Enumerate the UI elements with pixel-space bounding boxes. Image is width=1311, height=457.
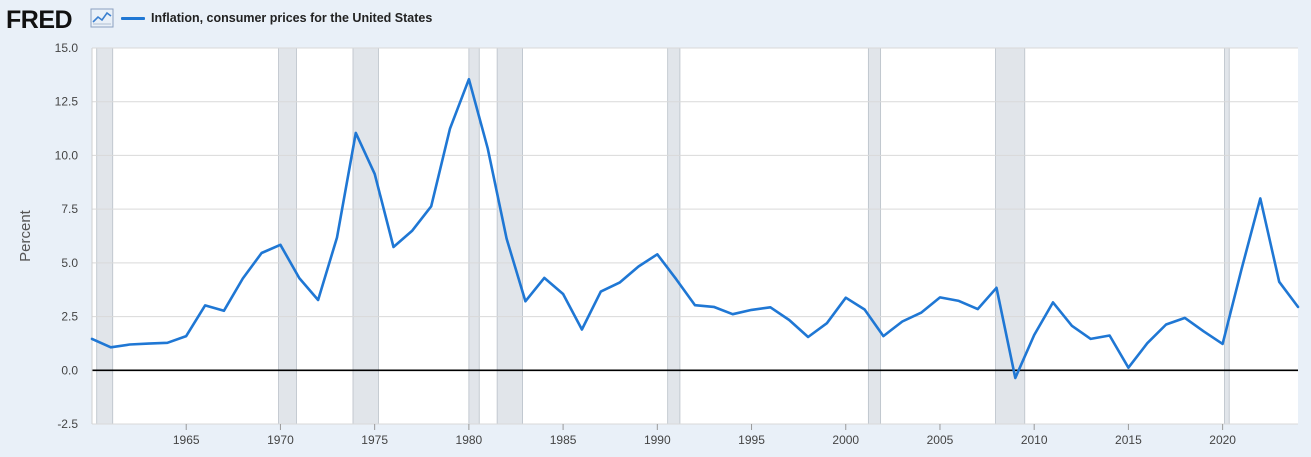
y-tick-label: 12.5 — [55, 95, 79, 109]
legend-swatch — [121, 16, 145, 20]
legend: Inflation, consumer prices for the Unite… — [121, 9, 432, 27]
x-tick-label: 1985 — [550, 433, 577, 447]
y-tick-label: 5.0 — [61, 256, 78, 270]
y-tick-label: 15.0 — [55, 41, 79, 55]
recession-band — [96, 47, 114, 425]
series-line — [90, 77, 1300, 380]
x-tick-label: 2005 — [927, 433, 954, 447]
x-tick-label: 2010 — [1021, 433, 1048, 447]
plot-background — [92, 48, 1298, 424]
recession-band — [352, 47, 379, 425]
x-tick-label: 2000 — [832, 433, 859, 447]
recession-band — [1224, 47, 1230, 425]
recession-band — [667, 47, 681, 425]
recession-band — [496, 47, 523, 425]
recession-band — [278, 47, 297, 425]
recession-band — [867, 47, 882, 425]
fred-logo[interactable]: FRED — [6, 6, 73, 34]
x-tick-label: 1975 — [361, 433, 388, 447]
x-tick-label: 2015 — [1115, 433, 1142, 447]
line-chart-icon[interactable] — [90, 8, 114, 28]
x-tick-label: 1995 — [738, 433, 765, 447]
x-tick-label: 1980 — [456, 433, 483, 447]
recession-band — [468, 47, 480, 425]
x-tick-label: 1965 — [173, 433, 200, 447]
legend-label: Inflation, consumer prices for the Unite… — [151, 11, 433, 25]
y-tick-label: 7.5 — [61, 202, 78, 216]
x-tick-label: 2020 — [1209, 433, 1236, 447]
y-tick-label: 0.0 — [61, 363, 78, 377]
y-tick-label: 10.0 — [55, 148, 79, 162]
y-tick-label: -2.5 — [57, 417, 78, 431]
y-tick-label: 2.5 — [61, 310, 78, 324]
y-axis-label: Percent — [17, 209, 34, 262]
x-tick-label: 1990 — [644, 433, 671, 447]
chart-header: FRED Inflation, consumer prices for the … — [0, 0, 1311, 40]
x-tick-label: 1970 — [267, 433, 294, 447]
